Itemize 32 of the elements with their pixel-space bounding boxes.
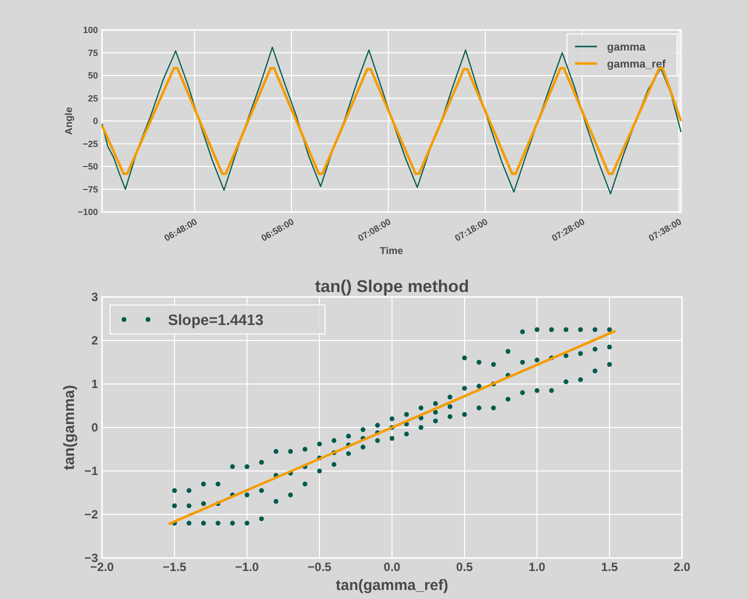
y-axis-title: Angle [64, 106, 75, 135]
x-tick-label: 2.0 [674, 560, 691, 574]
x-tick-label: −1.5 [162, 560, 187, 574]
x-tick-label: 1.0 [528, 560, 546, 574]
y-tick-label: −25 [82, 138, 98, 149]
y-tick-label: 75 [88, 48, 98, 58]
y-tick-label: −75 [82, 184, 98, 194]
y-tick-label: 0 [91, 420, 98, 435]
legend-label: Slope=1.4413 [168, 312, 264, 329]
y-tick-label: −3 [84, 551, 98, 566]
y-tick-label: −100 [78, 207, 98, 218]
x-axis-title: Time [380, 246, 404, 257]
y-axis-title: tan(gamma) [61, 384, 78, 470]
y-tick-label: −1 [84, 464, 98, 478]
x-tick-label: 1.5 [601, 560, 618, 574]
y-tick-label: 100 [82, 25, 98, 36]
x-tick-label: 0.5 [456, 560, 474, 574]
y-tick-label: 25 [88, 93, 98, 104]
x-axis-title: tan(gamma_ref) [336, 577, 448, 594]
chart-title: tan() Slope method [315, 277, 469, 296]
y-tick-label: 1 [91, 377, 98, 392]
y-tick-label: 0 [92, 116, 98, 126]
y-tick-label: −50 [82, 162, 98, 172]
x-tick-label: −1.0 [235, 560, 260, 574]
x-tick-label: −0.5 [308, 560, 332, 574]
y-tick-label: 3 [91, 290, 98, 304]
legend-label: gamma [607, 41, 646, 54]
y-tick-label: 2 [91, 334, 98, 348]
legend-label: gamma_ref [607, 58, 666, 70]
x-tick-label: 0.0 [384, 560, 401, 574]
y-tick-label: −2 [84, 508, 98, 522]
y-tick-label: 50 [88, 70, 98, 81]
